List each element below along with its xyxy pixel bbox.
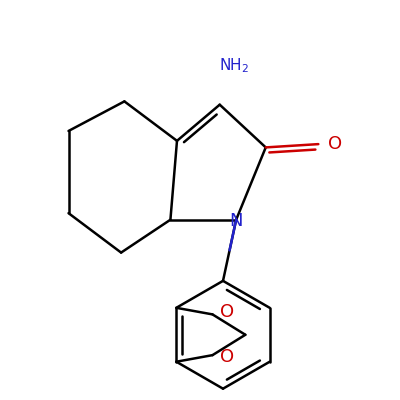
Text: O: O [220,348,234,366]
Text: O: O [328,135,342,153]
Text: O: O [220,304,234,322]
Text: N: N [230,212,243,230]
Text: NH$_2$: NH$_2$ [219,56,249,75]
